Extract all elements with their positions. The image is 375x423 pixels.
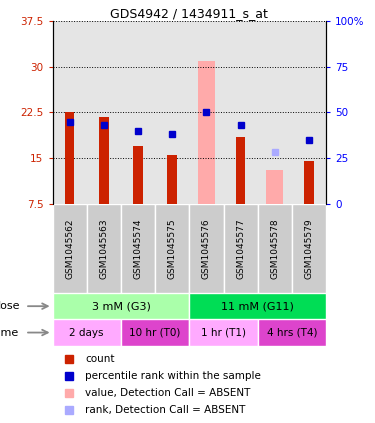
Text: count: count: [86, 354, 115, 364]
Text: GSM1045575: GSM1045575: [168, 218, 177, 279]
FancyBboxPatch shape: [292, 204, 326, 293]
FancyBboxPatch shape: [258, 204, 292, 293]
Text: GSM1045562: GSM1045562: [65, 218, 74, 279]
Bar: [224, 21, 258, 204]
Bar: [292, 21, 326, 204]
FancyBboxPatch shape: [121, 319, 189, 346]
Text: GSM1045579: GSM1045579: [304, 218, 313, 279]
Text: GSM1045563: GSM1045563: [99, 218, 108, 279]
Bar: [189, 21, 224, 204]
Text: value, Detection Call = ABSENT: value, Detection Call = ABSENT: [86, 388, 251, 398]
Bar: [99, 117, 109, 204]
Text: percentile rank within the sample: percentile rank within the sample: [86, 371, 261, 382]
Bar: [87, 21, 121, 204]
FancyBboxPatch shape: [87, 204, 121, 293]
Text: 10 hr (T0): 10 hr (T0): [129, 327, 181, 338]
Text: GSM1045577: GSM1045577: [236, 218, 245, 279]
Bar: [258, 21, 292, 204]
Bar: [133, 146, 143, 204]
Bar: [53, 21, 87, 204]
FancyBboxPatch shape: [53, 319, 121, 346]
FancyBboxPatch shape: [189, 293, 326, 319]
Bar: [198, 61, 215, 204]
Text: GSM1045576: GSM1045576: [202, 218, 211, 279]
Text: 4 hrs (T4): 4 hrs (T4): [267, 327, 317, 338]
Text: rank, Detection Call = ABSENT: rank, Detection Call = ABSENT: [86, 405, 246, 415]
Bar: [266, 170, 284, 204]
Title: GDS4942 / 1434911_s_at: GDS4942 / 1434911_s_at: [110, 7, 268, 20]
Bar: [65, 113, 74, 204]
Bar: [236, 137, 246, 204]
FancyBboxPatch shape: [189, 204, 224, 293]
FancyBboxPatch shape: [155, 204, 189, 293]
FancyBboxPatch shape: [224, 204, 258, 293]
Bar: [155, 21, 189, 204]
Bar: [304, 161, 314, 204]
Text: dose: dose: [0, 301, 20, 311]
Text: GSM1045578: GSM1045578: [270, 218, 279, 279]
Text: 1 hr (T1): 1 hr (T1): [201, 327, 246, 338]
Bar: [168, 155, 177, 204]
Text: 11 mM (G11): 11 mM (G11): [221, 301, 294, 311]
Text: 2 days: 2 days: [69, 327, 104, 338]
FancyBboxPatch shape: [258, 319, 326, 346]
Bar: [121, 21, 155, 204]
FancyBboxPatch shape: [121, 204, 155, 293]
Text: time: time: [0, 327, 19, 338]
FancyBboxPatch shape: [53, 204, 87, 293]
Text: GSM1045574: GSM1045574: [134, 218, 142, 279]
FancyBboxPatch shape: [53, 293, 189, 319]
FancyBboxPatch shape: [189, 319, 258, 346]
Text: 3 mM (G3): 3 mM (G3): [92, 301, 150, 311]
